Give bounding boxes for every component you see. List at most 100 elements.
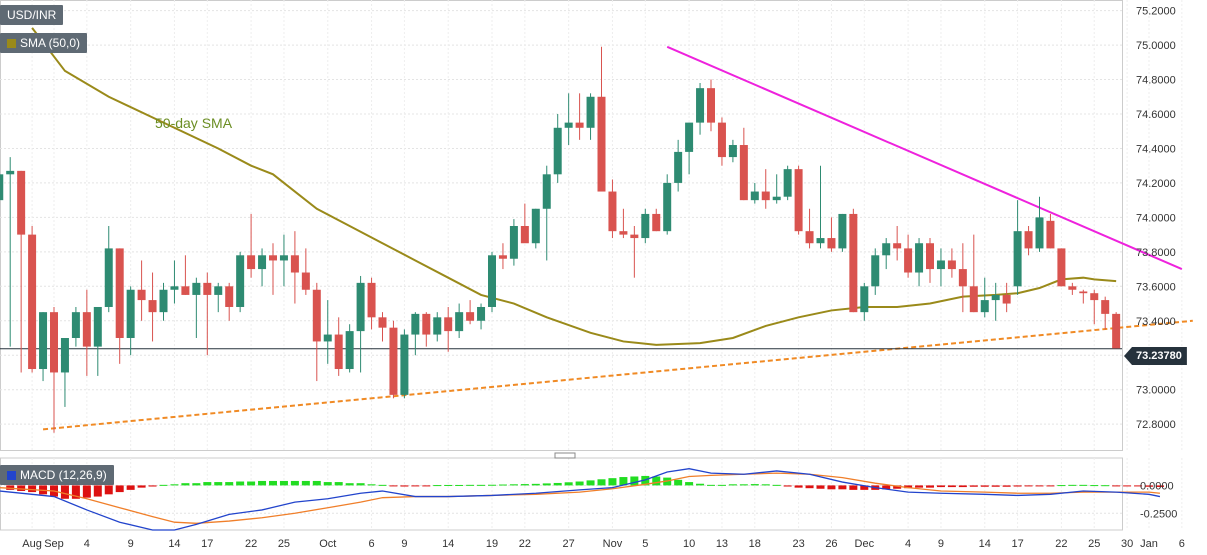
candle-bullish — [411, 313, 420, 335]
macd-histogram-bar — [750, 484, 759, 486]
macd-histogram-bar — [28, 485, 37, 493]
candle-bearish — [1002, 294, 1011, 304]
candle-bearish — [1090, 293, 1099, 301]
macd-histogram-bar — [652, 476, 661, 486]
time-tick-label: 9 — [401, 538, 407, 550]
macd-histogram-bar — [739, 484, 748, 486]
sma-annotation: 50-day SMA — [155, 115, 233, 131]
macd-histogram-bar — [520, 484, 529, 486]
macd-histogram-bar — [192, 483, 201, 486]
time-tick-label: 17 — [1011, 538, 1023, 550]
candle-bullish — [345, 331, 354, 370]
macd-histogram-bar — [674, 479, 683, 486]
macd-histogram-bar — [488, 484, 496, 486]
time-tick-label: Sep — [44, 538, 64, 550]
time-tick-label: Jan — [1140, 538, 1158, 550]
macd-grid — [0, 457, 1183, 531]
candle-bearish — [1079, 291, 1088, 294]
candle-bullish — [279, 255, 288, 261]
candle-bearish — [926, 243, 934, 270]
candle-bullish — [641, 213, 650, 239]
candle-bearish — [444, 317, 453, 332]
candle-bearish — [225, 286, 234, 307]
macd-histogram-bar — [509, 484, 518, 486]
candle-bullish — [236, 255, 245, 307]
candle-bullish — [258, 255, 267, 270]
macd-signal-line — [0, 472, 1161, 524]
candle-bullish — [159, 289, 168, 313]
macd-histogram-bar — [969, 485, 978, 487]
macd-histogram-bar — [1046, 485, 1055, 487]
price-tick-label: 73.0000 — [1136, 385, 1176, 397]
time-tick-label: Dec — [855, 538, 875, 550]
macd-histogram-bar — [838, 485, 847, 490]
candle-bearish — [1057, 248, 1066, 287]
macd-histogram-bar — [827, 485, 836, 490]
candle-bearish — [904, 248, 913, 273]
candle-bullish — [192, 282, 201, 295]
macd-histogram-bar — [378, 484, 387, 486]
candle-bearish — [312, 289, 321, 342]
macd-histogram-bar — [696, 483, 705, 486]
time-tick-label: 5 — [642, 538, 648, 550]
candle-bearish — [630, 234, 639, 239]
time-tick-label: 25 — [1088, 538, 1100, 550]
time-tick-label: 22 — [245, 538, 257, 550]
time-tick-label: 25 — [278, 538, 290, 550]
macd-histogram-bar — [575, 481, 584, 486]
time-tick-label: 14 — [442, 538, 454, 550]
macd-histogram-bar — [323, 482, 332, 486]
macd-histogram-bar — [991, 485, 1000, 487]
macd-histogram-bar — [17, 485, 26, 491]
time-tick-label: 6 — [368, 538, 374, 550]
axis-layer: 75.2000 75.0000 74.8000 74.6000 74.4000 74.20… — [22, 6, 1185, 550]
candle-bearish — [739, 145, 748, 201]
macd-histogram-bar — [860, 485, 869, 490]
candle-bearish — [619, 231, 628, 235]
macd-histogram-bar — [1002, 485, 1011, 487]
macd-histogram-bar — [608, 478, 617, 486]
macd-histogram-bar — [958, 485, 967, 488]
price-tick-label: 74.2000 — [1136, 178, 1176, 190]
candle-bullish — [772, 196, 781, 201]
candle-bearish — [290, 255, 299, 273]
candle-bearish — [969, 286, 978, 313]
macd-histogram-bar — [203, 482, 212, 486]
candle-bullish — [696, 88, 705, 123]
macd-histogram-bar — [148, 485, 157, 487]
candle-bearish — [137, 289, 146, 301]
time-tick-label: 19 — [486, 538, 498, 550]
macd-histogram-bar — [553, 482, 562, 486]
macd-histogram-bar — [126, 485, 135, 490]
trendlines-layer — [0, 45, 1193, 431]
price-tick-label: 74.4000 — [1136, 143, 1176, 155]
macd-histogram-bar — [1123, 485, 1132, 487]
time-tick-label: 26 — [825, 538, 837, 550]
macd-legend-text: MACD (12,26,9) — [20, 468, 107, 482]
price-tick-label: 74.8000 — [1136, 75, 1176, 87]
candle-bullish — [871, 255, 880, 287]
candle-bullish — [509, 226, 518, 259]
macd-histogram-bar — [707, 484, 715, 486]
candle-bearish — [717, 122, 726, 158]
candle-bearish — [893, 243, 902, 249]
macd-histogram-bar — [498, 484, 507, 486]
macd-histogram-bar — [1013, 485, 1022, 487]
time-tick-label: 9 — [938, 538, 944, 550]
candle-bearish — [28, 234, 37, 370]
macd-histogram-bar — [477, 484, 486, 486]
candle-bearish — [608, 191, 617, 232]
time-tick-label: 14 — [168, 538, 180, 550]
candle-bullish — [104, 248, 113, 307]
candle-bearish — [1112, 313, 1121, 349]
candle-bullish — [323, 334, 332, 342]
macd-histogram-bar — [1090, 485, 1099, 487]
price-tick-label: 73.4000 — [1136, 316, 1176, 328]
candle-bullish — [980, 300, 989, 313]
macd-histogram-bar — [137, 485, 146, 488]
macd-histogram-bar — [411, 485, 420, 487]
macd-histogram-bar — [1079, 484, 1088, 486]
macd-histogram-bar — [685, 482, 694, 486]
macd-histogram-bar — [586, 480, 595, 486]
candle-bullish — [553, 127, 562, 175]
